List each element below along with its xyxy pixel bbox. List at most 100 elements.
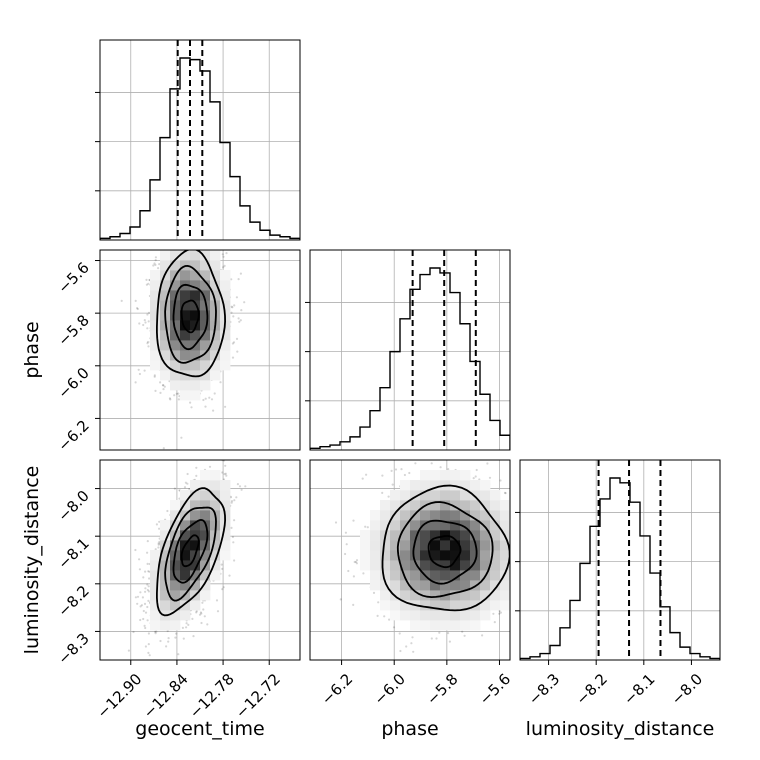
sample-point bbox=[174, 636, 177, 639]
sample-point bbox=[158, 527, 161, 530]
sample-point bbox=[514, 526, 516, 528]
sample-point bbox=[411, 636, 414, 639]
density-cell bbox=[360, 540, 371, 551]
contour-level bbox=[381, 484, 510, 612]
sample-point bbox=[178, 246, 180, 248]
density-cell bbox=[190, 520, 201, 531]
sample-point bbox=[238, 485, 242, 488]
density-cell bbox=[200, 500, 211, 511]
sample-point bbox=[202, 246, 204, 248]
sample-point bbox=[531, 574, 533, 576]
density-cell bbox=[460, 520, 471, 531]
density-cell bbox=[200, 490, 211, 501]
sample-point bbox=[187, 623, 190, 627]
sample-point bbox=[158, 520, 161, 523]
density-cell bbox=[220, 550, 231, 561]
density-cell bbox=[180, 340, 191, 351]
sample-point bbox=[181, 626, 184, 630]
density-cell bbox=[190, 500, 201, 511]
sample-point bbox=[339, 598, 342, 601]
y-axis-label-luminosity_distance: luminosity_distance bbox=[21, 466, 43, 655]
density-cell bbox=[400, 600, 411, 611]
density-cell bbox=[180, 350, 191, 361]
x-tick-label: −8.1 bbox=[620, 670, 658, 708]
density-cell bbox=[160, 250, 171, 261]
density-cell bbox=[190, 380, 201, 391]
sample-point bbox=[492, 612, 495, 615]
sample-point bbox=[488, 476, 492, 479]
density-cell bbox=[150, 360, 161, 371]
density-cell bbox=[190, 310, 201, 321]
density-cell bbox=[180, 320, 191, 331]
density-cell bbox=[190, 560, 201, 571]
density-cell bbox=[150, 560, 161, 571]
density-cell bbox=[370, 570, 381, 581]
x-tick-label: −12.78 bbox=[186, 670, 238, 722]
sample-point bbox=[187, 235, 189, 237]
density-cell bbox=[200, 350, 211, 361]
density-cell bbox=[420, 550, 431, 561]
density-cell bbox=[160, 540, 171, 551]
density-cell bbox=[390, 510, 401, 521]
density-cell bbox=[470, 520, 481, 531]
density-cell bbox=[380, 600, 391, 611]
sample-point bbox=[134, 548, 137, 552]
density-cell bbox=[170, 600, 181, 611]
sample-point bbox=[222, 266, 225, 269]
sample-point bbox=[154, 259, 157, 262]
sample-point bbox=[210, 398, 214, 401]
density-cell bbox=[360, 530, 371, 541]
density-cell bbox=[400, 560, 411, 571]
density-cell bbox=[150, 590, 161, 601]
sample-point bbox=[195, 611, 198, 614]
density-cell bbox=[450, 530, 461, 541]
sample-point bbox=[232, 541, 235, 544]
density-cell bbox=[370, 540, 381, 551]
sample-point bbox=[526, 542, 528, 544]
sample-point bbox=[362, 572, 365, 575]
sample-point bbox=[517, 518, 519, 520]
density-cell bbox=[490, 590, 501, 601]
density-cell bbox=[440, 600, 451, 611]
sample-point bbox=[144, 626, 147, 630]
density-cell bbox=[180, 490, 191, 501]
sample-point bbox=[136, 307, 139, 311]
sample-point bbox=[477, 453, 479, 455]
density-cell bbox=[390, 600, 401, 611]
sample-point bbox=[514, 533, 516, 535]
hist-step-phase bbox=[310, 267, 510, 450]
hist-step-luminosity_distance bbox=[520, 477, 720, 660]
sample-point bbox=[224, 464, 227, 467]
density-cell bbox=[380, 560, 391, 571]
sample-point bbox=[200, 621, 203, 625]
density-cell bbox=[190, 330, 201, 341]
density-cell bbox=[400, 530, 411, 541]
density-cell bbox=[470, 500, 481, 511]
density-content bbox=[310, 451, 534, 660]
sample-point bbox=[178, 489, 181, 492]
sample-point bbox=[366, 526, 369, 529]
sample-point bbox=[170, 228, 172, 230]
density-cell bbox=[430, 570, 441, 581]
density-cell bbox=[170, 330, 181, 341]
sample-point bbox=[532, 566, 534, 568]
density-cell bbox=[500, 500, 510, 511]
density-cell bbox=[460, 510, 471, 521]
density-cell bbox=[380, 540, 391, 551]
density-cell bbox=[430, 490, 441, 501]
sample-point bbox=[420, 451, 422, 453]
density-cell bbox=[170, 520, 181, 531]
contour-level bbox=[172, 283, 209, 351]
density-cell bbox=[150, 270, 161, 281]
density-cell bbox=[470, 590, 481, 601]
y-tick-label: −6.2 bbox=[54, 417, 92, 455]
density-cell bbox=[410, 550, 421, 561]
sample-point bbox=[405, 645, 408, 648]
density-cell bbox=[370, 510, 381, 521]
sample-point bbox=[517, 577, 519, 579]
density-cell bbox=[450, 580, 461, 591]
density-cell bbox=[210, 540, 221, 551]
density-cell bbox=[170, 290, 181, 301]
sample-point bbox=[212, 245, 214, 247]
density-cell bbox=[490, 580, 501, 591]
